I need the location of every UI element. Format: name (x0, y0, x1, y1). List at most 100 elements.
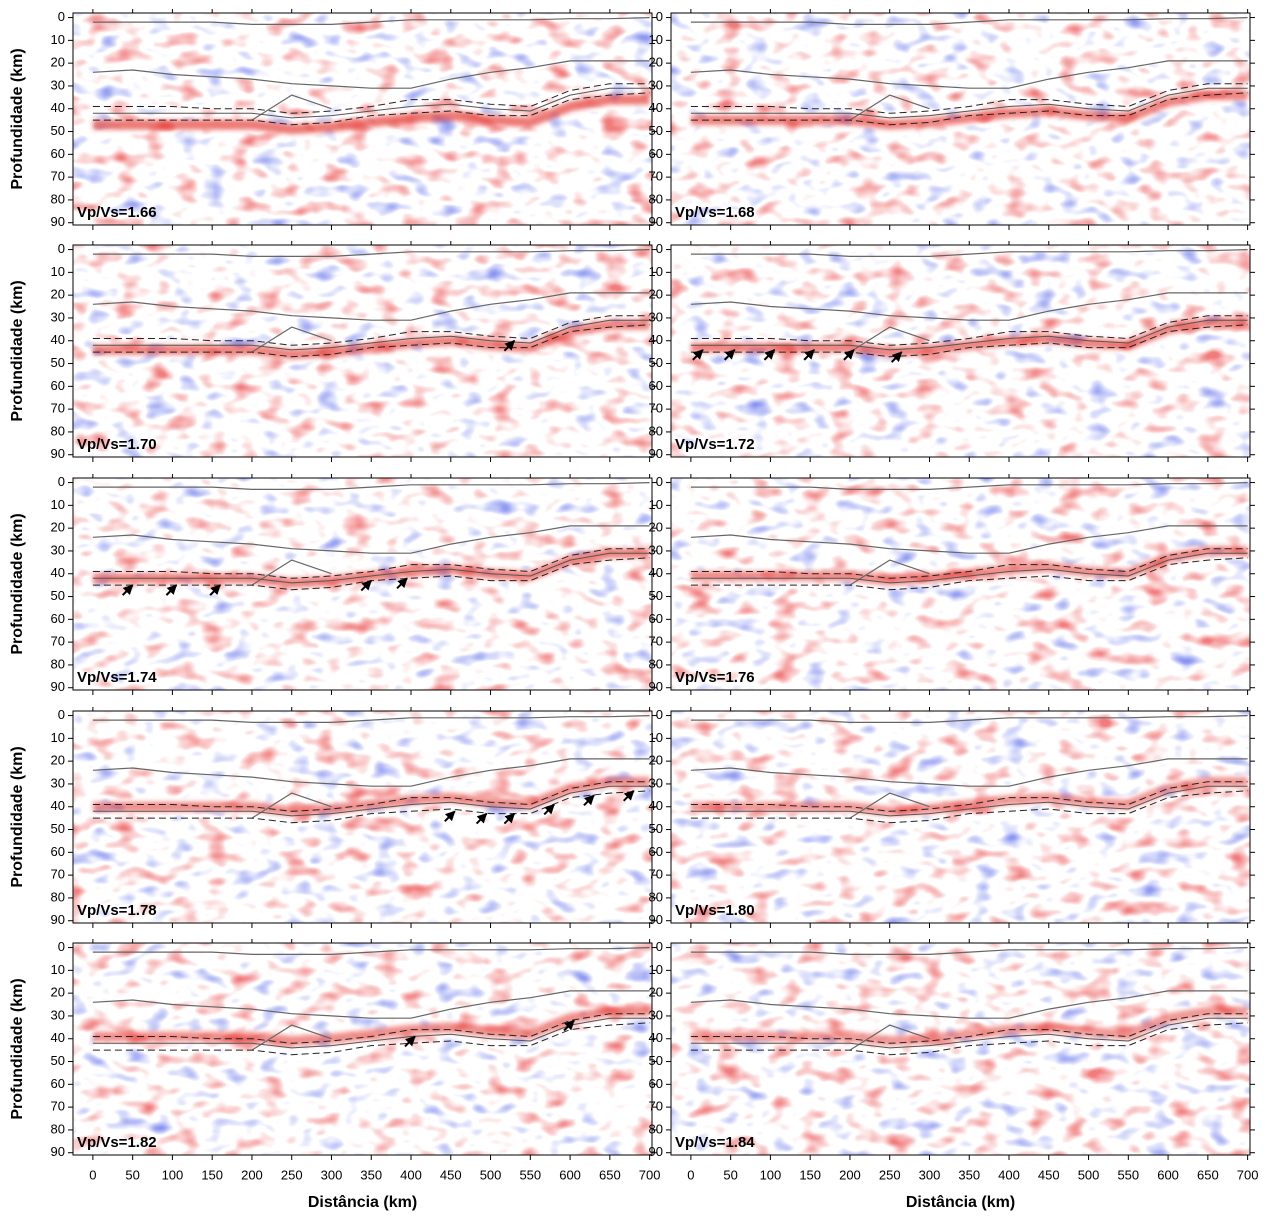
y-axis-title: Profundidade (km) (9, 280, 26, 421)
x-tick-label: 400 (400, 1167, 422, 1182)
panel-label: Vp/Vs=1.76 (675, 669, 755, 686)
migrated-image (671, 478, 1250, 690)
x-tick-label: 550 (519, 1167, 541, 1182)
arrow (503, 340, 516, 352)
y-tick-label: 60 (51, 146, 65, 161)
y-tick-label: 80 (51, 1121, 65, 1136)
y-tick-label: 10 (51, 497, 65, 512)
y-tick-label: 40 (649, 1030, 663, 1045)
interface-line (690, 990, 1248, 1019)
x-tick-label: 350 (360, 1167, 382, 1182)
interface-line (690, 249, 1248, 257)
interface-line (690, 324, 1248, 358)
moho-band (690, 317, 1248, 358)
y-tick-label: 60 (51, 844, 65, 859)
interface-line (690, 525, 1248, 554)
y-tick-label: 0 (58, 9, 65, 24)
y-tick-label: 30 (649, 775, 663, 790)
y-tick-label: 20 (51, 287, 65, 302)
x-tick-label: 350 (958, 1167, 980, 1182)
x-tick-label: 400 (998, 1167, 1020, 1182)
plot-frame (72, 942, 653, 1156)
interface-line (92, 525, 650, 554)
panel: 0 10 20 30 40 50 60 70 80 90 Vp/Vs=1.80 (649, 707, 1255, 928)
arrow (583, 794, 595, 807)
y-tick-label: 50 (51, 588, 65, 603)
interface-line (690, 1022, 1248, 1056)
interface-line (690, 315, 1248, 346)
y-tick-label: 10 (649, 264, 663, 279)
y-tick-label: 90 (649, 912, 663, 927)
x-tick-label: 650 (1197, 1167, 1219, 1182)
interface-line (690, 482, 1248, 490)
interface-line (92, 315, 650, 346)
interface-line (690, 319, 1248, 351)
y-tick-label: 80 (51, 191, 65, 206)
interface-line (690, 552, 1248, 584)
y-axis-title: Profundidade (km) (9, 48, 26, 189)
y-tick-label: 10 (649, 962, 663, 977)
y-tick-label: 80 (649, 423, 663, 438)
plot-frame (670, 477, 1251, 691)
interface-line (92, 482, 650, 490)
y-tick-label: 70 (51, 169, 65, 184)
y-tick-label: 0 (58, 707, 65, 722)
interface-line (849, 326, 930, 353)
arrow (763, 349, 776, 361)
y-tick-label: 60 (649, 1076, 663, 1091)
interface-line (690, 790, 1248, 824)
migrated-image (73, 478, 652, 690)
arrow (404, 1035, 416, 1048)
arrow (444, 810, 456, 823)
panel: 0 10 20 30 40 50 60 70 80 90 Vp/Vs=1.68 (649, 9, 1255, 230)
y-tick-label: 70 (649, 634, 663, 649)
y-tick-label: 0 (58, 241, 65, 256)
y-tick-label: 20 (51, 520, 65, 535)
x-tick-label: 600 (1157, 1167, 1179, 1182)
interface-line (92, 758, 650, 787)
interface-line (92, 87, 650, 119)
x-tick-label: 250 (879, 1167, 901, 1182)
arrow (890, 351, 903, 363)
interface-line (92, 1017, 650, 1049)
y-tick-label: 20 (649, 985, 663, 1000)
y-tick-label: 80 (649, 656, 663, 671)
panel-label: Vp/Vs=1.72 (675, 436, 755, 453)
y-tick-label: 0 (656, 9, 663, 24)
x-tick-label: 300 (919, 1167, 941, 1182)
y-axis-title: Profundidade (km) (9, 513, 26, 654)
y-tick-label: 30 (51, 1007, 65, 1022)
y-tick-label: 0 (656, 241, 663, 256)
y-tick-label: 60 (649, 611, 663, 626)
x-tick-label: 100 (760, 1167, 782, 1182)
y-tick-label: 20 (51, 985, 65, 1000)
y-tick-label: 20 (51, 753, 65, 768)
y-tick-label: 70 (649, 867, 663, 882)
plot-frame (72, 12, 653, 226)
interface-line (92, 990, 650, 1019)
y-tick-label: 20 (649, 55, 663, 70)
moho-band (690, 545, 1248, 586)
migrated-image (671, 711, 1250, 923)
panel: 0 10 20 30 40 50 60 70 80 90 Vp/Vs=1.72 (649, 241, 1255, 462)
y-tick-label: 30 (649, 542, 663, 557)
y-tick-label: 30 (649, 77, 663, 92)
y-tick-label: 20 (51, 55, 65, 70)
y-tick-label: 40 (649, 798, 663, 813)
plot-area (690, 17, 1248, 130)
x-tick-label: 150 (201, 1167, 223, 1182)
interface-line (92, 83, 650, 114)
y-tick-label: 40 (51, 332, 65, 347)
interface-line (690, 83, 1248, 114)
y-tick-label: 80 (51, 656, 65, 671)
panel: 0 10 20 30 40 50 60 70 80 90 Vp/Vs=1.66 Profundidad… (9, 9, 657, 230)
arrow (543, 803, 555, 816)
arrow (121, 584, 134, 596)
y-tick-label: 90 (649, 679, 663, 694)
y-tick-label: 10 (649, 497, 663, 512)
interface-line (92, 324, 650, 358)
x-tick-label: 300 (321, 1167, 343, 1182)
moho-band (92, 1006, 650, 1046)
